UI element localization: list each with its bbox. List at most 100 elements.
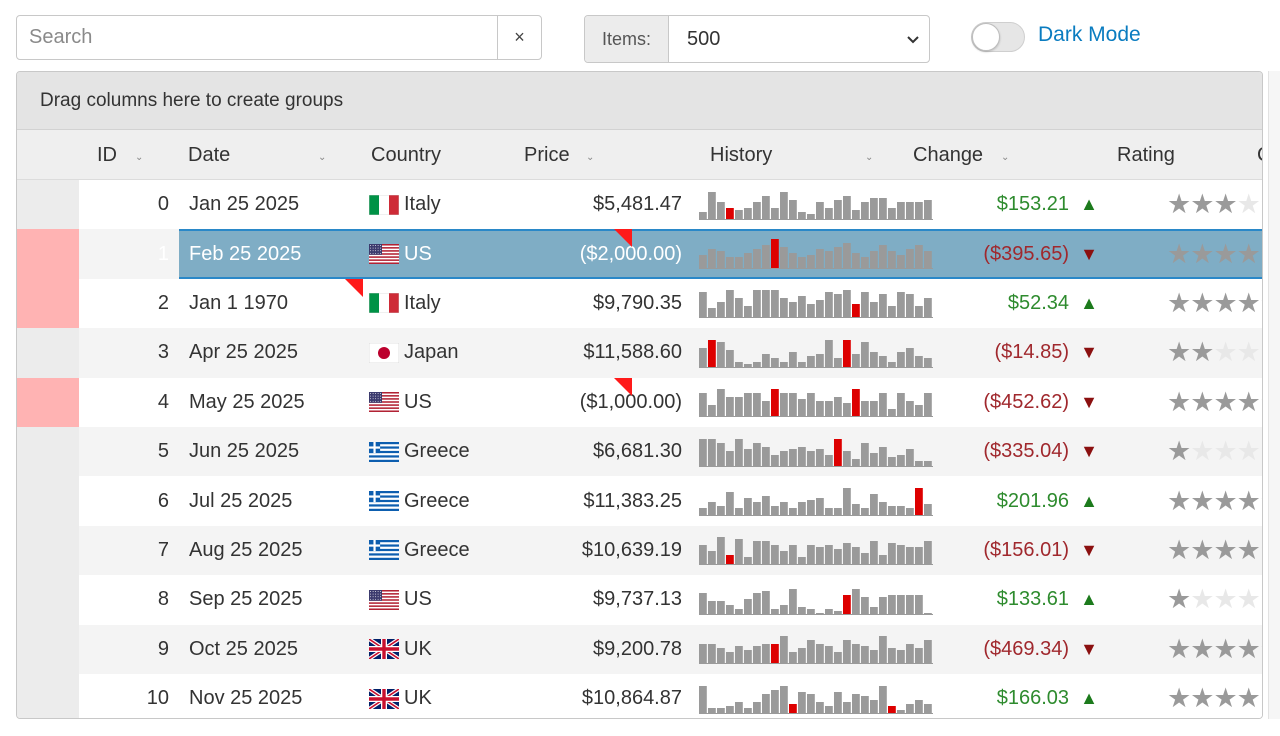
rating-stars[interactable]: ★★★★★ (1167, 674, 1262, 718)
rating-stars[interactable]: ★★★★★ (1167, 328, 1262, 377)
star-icon[interactable]: ★ (1213, 287, 1237, 318)
table-row[interactable]: 2 Jan 1 1970 Italy $9,790.35 $52.34 ▲ ★★★★★ (17, 278, 1262, 329)
star-icon[interactable]: ★ (1236, 683, 1261, 714)
column-header-rating[interactable]: Rating (1117, 130, 1175, 180)
cell-date[interactable]: Jul 25 2025 (189, 489, 293, 512)
star-icon[interactable]: ★ (1260, 634, 1262, 665)
rating-stars[interactable]: ★★★★★ (1167, 575, 1262, 624)
cell-history[interactable] (699, 674, 939, 718)
star-icon[interactable]: ★ (1213, 238, 1237, 269)
star-icon[interactable]: ★ (1260, 535, 1262, 566)
star-icon[interactable]: ★ (1167, 436, 1191, 467)
row-header[interactable] (17, 476, 79, 525)
rating-stars[interactable]: ★★★★★ (1167, 427, 1262, 476)
star-icon[interactable]: ★ (1167, 534, 1191, 565)
star-icon[interactable]: ★ (1260, 486, 1262, 517)
cell-country[interactable]: Italy (368, 180, 519, 229)
cell-change[interactable]: ($469.34) (983, 637, 1069, 660)
column-header-history[interactable]: History ⌄ (710, 130, 873, 180)
table-row[interactable]: 6 Jul 25 2025 Greece $11,383.25 $201.96 ▲ ★ ★ ★ ★… (17, 476, 1262, 526)
cell-id[interactable]: 6 (157, 489, 169, 512)
star-icon[interactable]: ★ (1236, 633, 1261, 664)
cell-price[interactable]: $6,681.30 (593, 440, 682, 463)
rating-stars[interactable]: ★★★★★ (1167, 526, 1262, 575)
row-header[interactable] (17, 377, 79, 427)
cell-id[interactable]: 5 (157, 440, 169, 463)
star-icon[interactable]: ★ (1190, 287, 1214, 318)
cell-date[interactable]: Jan 25 2025 (189, 193, 300, 216)
star-icon[interactable]: ★ (1213, 633, 1237, 664)
table-row[interactable]: 8 Sep 25 2025 US $9,737.13 $133.61 ▲ ★★★★★ (17, 575, 1262, 625)
cell-id[interactable]: 3 (157, 341, 169, 364)
column-header-id[interactable]: ID ⌄ (97, 130, 143, 180)
table-row[interactable]: 9 Oct 25 2025 UK $9,200.78 ($469.34) ▼ ★★★★★ (17, 624, 1262, 674)
cell-id[interactable]: 1 (79, 229, 179, 279)
cell-price[interactable]: $9,790.35 (593, 291, 682, 314)
cell-price[interactable]: $10,639.19 (581, 538, 682, 561)
dark-mode-label[interactable]: Dark Mode (1038, 23, 1141, 46)
cell-change[interactable]: ($335.04) (983, 440, 1069, 463)
cell-change[interactable]: $166.03 (996, 687, 1069, 710)
cell-date[interactable]: Oct 25 2025 (189, 637, 298, 660)
dark-mode-toggle[interactable] (971, 22, 1025, 52)
row-header[interactable] (17, 180, 79, 229)
cell-id[interactable]: 2 (157, 291, 169, 314)
star-icon[interactable]: ★ (1260, 337, 1262, 368)
cell-change[interactable]: $52.34 (1007, 291, 1069, 314)
table-row[interactable]: 3 Apr 25 2025 Japan $11,588.60 ($14.85) ▼ ★ ★ ★ ★… (17, 328, 1262, 378)
cell-id[interactable]: 9 (157, 637, 169, 660)
column-header-change[interactable]: Change ⌄ (913, 130, 1009, 180)
star-icon[interactable]: ★ (1167, 337, 1191, 368)
cell-country[interactable]: UK (367, 674, 519, 718)
cell-price[interactable]: $10,864.87 (581, 687, 682, 710)
table-row[interactable]: 4 May 25 2025 US ($1,000.00) ($452.62) ▼ ★★★★★ (17, 377, 1262, 427)
row-header[interactable] (17, 328, 79, 377)
rating-stars[interactable]: ★★★★★ (1167, 279, 1262, 328)
star-icon[interactable]: ★ (1167, 485, 1191, 516)
star-icon[interactable]: ★ (1260, 239, 1262, 270)
star-icon[interactable]: ★ (1213, 337, 1237, 368)
column-header-country[interactable]: Country (371, 130, 441, 180)
cell-change[interactable]: $153.21 (996, 193, 1069, 216)
star-icon[interactable]: ★ (1236, 287, 1261, 318)
cell-date[interactable]: Apr 25 2025 (189, 341, 298, 364)
cell-change[interactable]: ($395.65) (983, 242, 1069, 265)
cell-change[interactable]: $133.61 (996, 588, 1069, 611)
star-icon[interactable]: ★ (1236, 436, 1261, 467)
cell-country[interactable]: US (369, 229, 519, 278)
cell-change[interactable]: ($156.01) (983, 538, 1069, 561)
cell-history[interactable] (699, 427, 939, 476)
star-icon[interactable]: ★ (1260, 189, 1262, 220)
cell-price[interactable]: $5,481.47 (593, 193, 682, 216)
column-header-date[interactable]: Date ⌄ (188, 130, 326, 180)
star-icon[interactable]: ★ (1167, 287, 1191, 318)
cell-country[interactable]: Greece (369, 526, 519, 575)
star-icon[interactable]: ★ (1236, 485, 1261, 516)
cell-country[interactable]: Italy (368, 279, 519, 328)
row-header[interactable] (17, 674, 79, 718)
cell-date[interactable]: May 25 2025 (189, 390, 305, 413)
table-row[interactable]: 1 Feb 25 2025 US ($2,000.00) ($395.65) ▼ ★★★★★ (17, 229, 1262, 279)
star-icon[interactable]: ★ (1236, 534, 1261, 565)
cell-date[interactable]: Sep 25 2025 (189, 588, 303, 611)
cell-history[interactable] (699, 625, 939, 674)
cell-price[interactable]: ($1,000.00) (579, 390, 682, 413)
cell-history[interactable] (699, 378, 939, 427)
rating-stars[interactable]: ★★★★★ (1167, 476, 1262, 525)
star-icon[interactable]: ★ (1236, 584, 1261, 615)
row-header[interactable] (17, 278, 79, 329)
star-icon[interactable]: ★ (1236, 238, 1261, 269)
star-icon[interactable]: ★ (1190, 633, 1214, 664)
cell-id[interactable]: 10 (146, 687, 169, 710)
cell-history[interactable] (699, 575, 939, 624)
star-icon[interactable]: ★ (1236, 337, 1261, 368)
star-icon[interactable]: ★ (1213, 683, 1237, 714)
star-icon[interactable]: ★ (1190, 485, 1214, 516)
cell-history[interactable] (699, 328, 939, 377)
star-icon[interactable]: ★ (1190, 436, 1214, 467)
star-icon[interactable]: ★ (1260, 436, 1262, 467)
table-row[interactable]: 7 Aug 25 2025 Greece $10,639.19 ($156.01) ▼ ★ ★… (17, 525, 1262, 576)
cell-price[interactable]: ($2,000.00) (579, 242, 682, 265)
cell-date[interactable]: Jun 25 2025 (189, 440, 300, 463)
row-header[interactable] (17, 427, 79, 476)
